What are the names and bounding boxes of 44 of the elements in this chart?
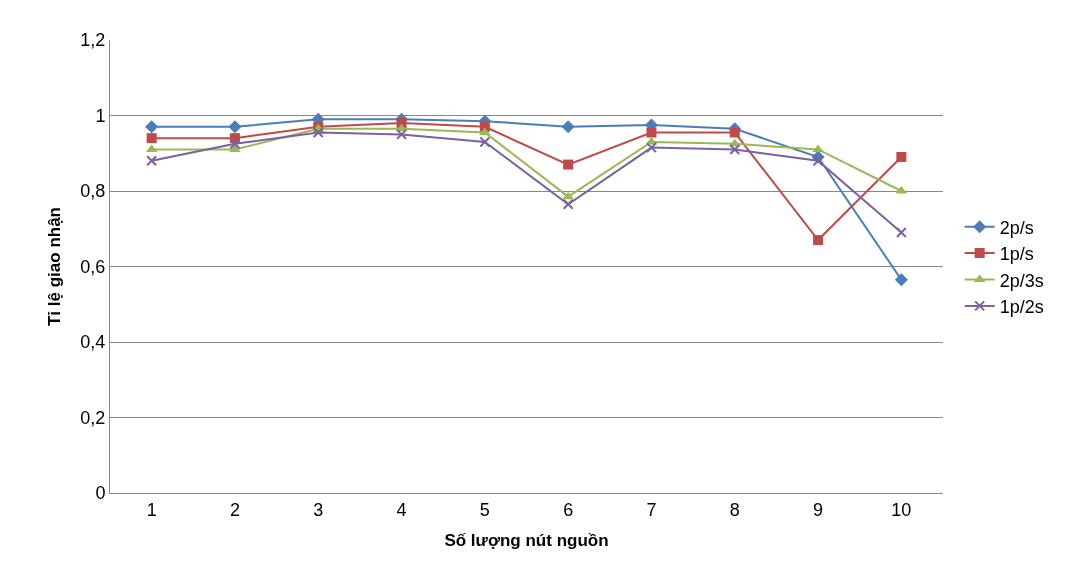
point — [563, 159, 574, 170]
y-axis-title: Tỉ lệ giao nhận — [44, 206, 64, 327]
point — [146, 155, 158, 167]
y-tick-label: 1 — [95, 105, 106, 126]
y-tick-label: 0,8 — [80, 181, 106, 202]
point — [561, 120, 575, 134]
x-tick-label: 2 — [229, 499, 240, 520]
x-tick-label: 1 — [146, 499, 157, 520]
point — [562, 191, 574, 200]
point — [645, 142, 657, 154]
point — [396, 128, 408, 140]
point — [896, 152, 907, 163]
legend-label: 1p/2s — [999, 296, 1044, 317]
x-tick-label: 10 — [891, 499, 912, 520]
x-tick-label: 7 — [646, 499, 657, 520]
point — [146, 133, 157, 144]
y-tick-label: 0,6 — [80, 256, 106, 277]
point — [812, 155, 824, 167]
point — [646, 127, 657, 138]
legend-label: 1p/s — [999, 244, 1034, 265]
point — [895, 227, 907, 239]
x-tick-label: 3 — [313, 499, 324, 520]
legend-label: 2p/3s — [999, 270, 1044, 291]
point — [562, 198, 574, 210]
point — [479, 136, 491, 148]
x-tick-label: 6 — [563, 499, 574, 520]
legend-label: 2p/s — [999, 217, 1034, 238]
point — [229, 138, 241, 150]
point — [145, 120, 159, 134]
y-tick-label: 0,2 — [80, 407, 106, 428]
x-tick-label: 5 — [479, 499, 490, 520]
y-tick-label: 0,4 — [80, 332, 106, 353]
point — [729, 127, 740, 138]
y-tick-label: 0 — [95, 483, 106, 504]
x-tick-label: 4 — [396, 499, 407, 520]
point — [228, 120, 242, 134]
point — [894, 273, 908, 287]
y-tick-label: 1,2 — [80, 30, 106, 51]
x-tick-label: 8 — [729, 499, 740, 520]
point — [729, 143, 741, 155]
point — [813, 235, 824, 246]
x-tick-label: 9 — [813, 499, 824, 520]
x-axis-title: Số lượng nút nguồn — [444, 531, 609, 550]
point — [312, 126, 324, 138]
